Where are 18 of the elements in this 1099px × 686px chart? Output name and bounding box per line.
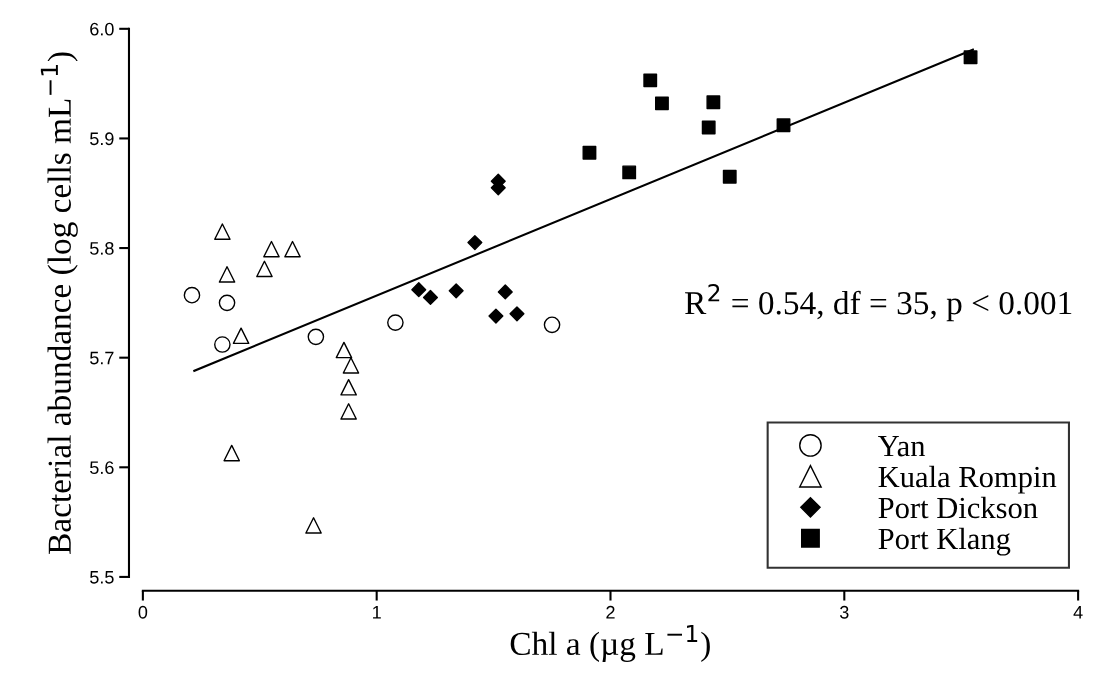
legend-label: Kuala Rompin — [878, 465, 1057, 494]
legend-label: Port Dickson — [878, 496, 1038, 519]
y-tick-label: 5.8 — [90, 241, 114, 255]
legend-label: Port Klang — [878, 527, 1011, 556]
annotation: R$^{2}$ = 0.54, df = 35, p < 0.001 — [685, 284, 1072, 322]
y-tick-label: 5.9 — [90, 132, 114, 146]
x-tick-label: 1 — [373, 606, 381, 619]
y-tick-label: 6.0 — [90, 22, 114, 36]
x-tick-label: 0 — [138, 605, 148, 619]
y-tick-label: 5.5 — [90, 571, 114, 584]
y-tick-label: 5.6 — [90, 461, 114, 475]
legend-label: Yan — [878, 436, 926, 457]
x-tick-label: 4 — [1073, 606, 1083, 619]
x-tick-label: 3 — [839, 605, 849, 619]
x-tick-label: 2 — [606, 605, 615, 619]
y-tick-label: 5.7 — [90, 351, 114, 365]
x-axis-title: Chl a (µg L$^{−1}$) — [510, 625, 710, 662]
y-axis-title: Bacterial abundance (log cells mL$^{−1}$) — [40, 52, 78, 554]
